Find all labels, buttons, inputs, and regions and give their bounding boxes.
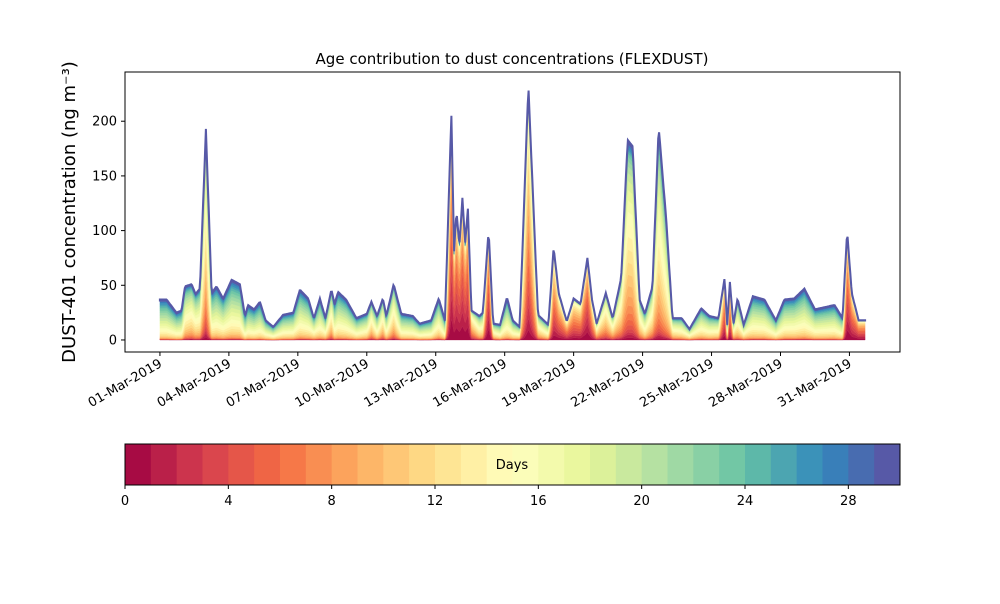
colorbar-segment [435,444,462,485]
colorbar-segment [641,444,668,485]
colorbar-segment [125,444,152,485]
x-tick-label: 10-Mar-2019 [293,356,372,410]
colorbar-segment [538,444,565,485]
colorbar: 0 4 8 12 16 20 24 28 [121,443,901,509]
colorbar-segment [564,444,591,485]
colorbar-segment [796,444,823,485]
age-layer-28 [159,92,866,330]
colorbar-tick-label: 4 [224,494,232,509]
x-tick-label: 04-Mar-2019 [155,356,234,410]
colorbar-segment [254,444,281,485]
colorbar-segment [512,444,539,485]
colorbar-segment [331,444,358,485]
y-axis: 0 50 100 150 200 [92,115,125,348]
age-layer-25 [159,99,866,331]
y-axis-label: DUST-401 concentration (ng m⁻³) [59,61,80,363]
colorbar-segment [719,444,746,485]
colorbar-segment [176,444,203,485]
colorbar-label: Days [496,458,529,473]
y-tick-label: 200 [92,115,117,130]
colorbar-tick-label: 24 [737,494,754,509]
colorbar-segment [874,444,901,485]
y-tick-label: 100 [92,224,117,239]
colorbar-tick-label: 20 [633,494,650,509]
colorbar-segment [202,444,229,485]
x-tick-label: 22-Mar-2019 [568,356,647,410]
colorbar-segment [486,444,513,485]
colorbar-tick-label: 16 [530,494,547,509]
x-tick-label: 28-Mar-2019 [706,356,785,410]
age-layer-27 [159,94,866,330]
colorbar-segment [745,444,772,485]
y-tick-label: 150 [92,169,117,184]
x-tick-label: 07-Mar-2019 [224,356,303,410]
colorbar-segment [460,444,488,485]
x-axis: 01-Mar-201904-Mar-201907-Mar-201910-Mar-… [86,352,854,411]
x-tick-label: 25-Mar-2019 [637,356,716,410]
colorbar-segment [667,444,694,485]
age-layer-22 [159,100,866,332]
colorbar-segment [150,444,178,485]
colorbar-frame [124,443,901,486]
colorbar-segment [693,444,720,485]
colorbar-segment [770,444,798,485]
colorbar-tick-label: 8 [328,494,336,509]
chart-title: Age contribution to dust concentrations … [316,50,709,68]
x-tick-label: 13-Mar-2019 [362,356,441,410]
y-tick-label: 0 [109,333,117,348]
stacked-areas [158,90,867,341]
colorbar-tick-label: 28 [840,494,857,509]
colorbar-segment [590,444,617,485]
colorbar-segment [228,444,255,485]
x-tick-label: 31-Mar-2019 [775,356,854,410]
colorbar-segment [305,444,333,485]
colorbar-segment [383,444,410,485]
y-tick-label: 50 [100,279,117,294]
age-layer-23 [159,99,866,331]
age-layer-29 [158,90,867,332]
colorbar-tick-label: 0 [121,494,129,509]
age-layer-26 [159,97,866,331]
colorbar-segment [615,444,643,485]
colorbar-tick-label: 12 [427,494,444,509]
colorbar-segment [822,444,849,485]
plot-frame [124,71,901,353]
age-layer-24 [159,99,866,331]
colorbar-segment [280,444,307,485]
colorbar-segment [409,444,436,485]
x-tick-label: 19-Mar-2019 [499,356,578,410]
colorbar-segment [357,444,384,485]
colorbar-segment [848,444,875,485]
x-tick-label: 16-Mar-2019 [431,356,510,410]
x-tick-label: 01-Mar-2019 [86,356,165,410]
